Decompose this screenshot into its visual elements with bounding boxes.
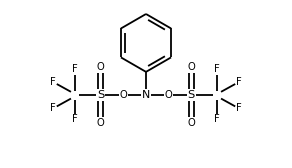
Text: S: S — [97, 90, 105, 100]
Text: F: F — [50, 77, 55, 87]
Text: F: F — [50, 103, 55, 113]
Text: F: F — [214, 114, 220, 124]
Text: F: F — [237, 103, 242, 113]
Text: O: O — [187, 62, 195, 72]
Text: F: F — [72, 64, 78, 74]
Text: O: O — [120, 90, 128, 100]
Text: F: F — [237, 77, 242, 87]
Text: S: S — [187, 90, 195, 100]
Text: O: O — [97, 118, 105, 128]
Text: F: F — [72, 114, 78, 124]
Text: O: O — [187, 118, 195, 128]
Text: F: F — [214, 64, 220, 74]
Text: O: O — [164, 90, 172, 100]
Text: O: O — [97, 62, 105, 72]
Text: N: N — [142, 90, 150, 100]
